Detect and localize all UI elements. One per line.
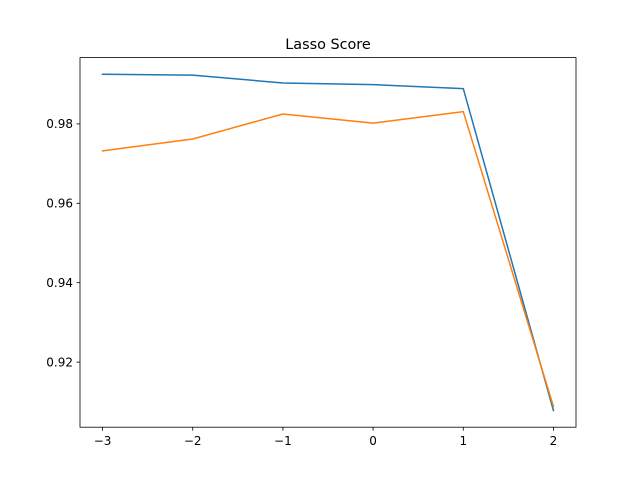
x-tick-label: 0 [369,434,377,448]
x-axis: −3 −2 −1 0 1 2 [94,427,558,448]
plot-frame [79,57,577,428]
y-tick-label: 0.92 [46,355,73,369]
y-tick-label: 0.98 [46,117,73,131]
x-tick-label: 2 [550,434,558,448]
y-axis: 0.92 0.94 0.96 0.98 [46,117,80,369]
chart-title: Lasso Score [285,37,371,53]
x-tick-label: −1 [274,434,292,448]
x-tick-label: −3 [94,434,112,448]
y-tick-label: 0.94 [46,276,73,290]
x-tick-label: 1 [459,434,467,448]
y-tick-label: 0.96 [46,197,73,211]
x-tick-label: −2 [184,434,202,448]
series-1-line [101,73,555,412]
series-layer [101,73,555,412]
series-2-line [101,110,555,408]
